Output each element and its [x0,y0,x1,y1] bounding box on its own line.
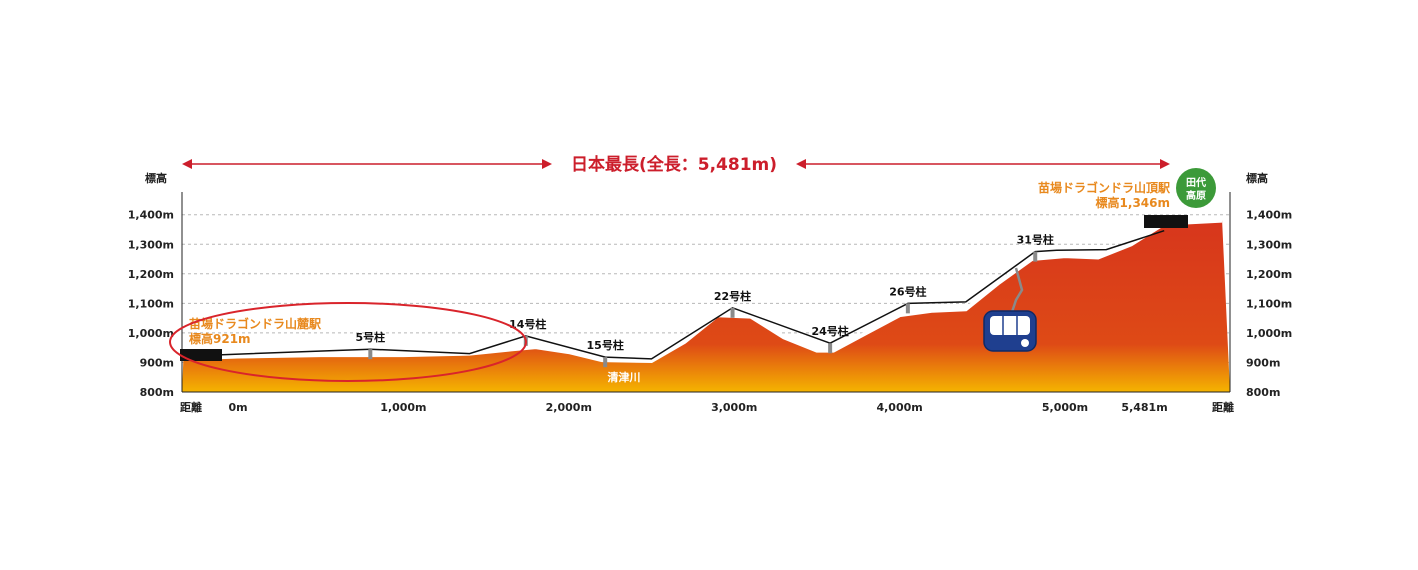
elevation-tick-label-right: 1,300m [1246,238,1292,251]
elevation-tick-label-left: 900m [140,356,174,369]
pylon-marker [905,303,910,314]
elevation-tick-labels: 1,400m 1,400m 1,300m 1,300m 1,200m 1,200m 1,10… [128,209,1293,399]
distance-axis-label-left: 距離 [180,400,202,414]
tashiro-kogen-badge: 田代 高原 [1176,168,1216,208]
pylon-marker [603,357,608,368]
gondola-window [990,316,1030,335]
pylon-marker [730,307,735,318]
gondola-hanger [1010,267,1024,313]
elevation-tick-label-right: 900m [1246,356,1280,369]
pylon-label: 31号柱 [1017,233,1054,247]
distance-tick-label: 3,000m [711,401,757,414]
elevation-tick-label-left: 1,400m [128,209,174,222]
pylon-marker [368,349,373,360]
badge-line-1: 田代 [1186,176,1206,189]
pylon-label: 15号柱 [587,338,624,352]
elevation-tick-label-left: 1,000m [128,327,174,340]
top-station-elevation: 標高1,346m [1096,195,1170,210]
gondola-cabin-illustration [983,267,1037,352]
gondola-logo [1021,339,1029,347]
pylon-label: 14号柱 [509,317,546,331]
distance-axis-label-right: 距離 [1212,400,1234,414]
elevation-tick-label-right: 1,400m [1246,209,1292,222]
elevation-axis-label-left: 標高 [145,171,167,185]
base-station-elevation: 標高921m [189,331,251,346]
elevation-tick-label-right: 1,000m [1246,327,1292,340]
arrowhead-right [1160,159,1170,169]
pylon-marker [828,343,833,354]
elevation-tick-label-left: 1,300m [128,238,174,251]
elevation-tick-label-right: 1,100m [1246,297,1292,310]
arrowhead-mid-left [542,159,552,169]
arrowhead-mid-right [796,159,806,169]
distance-tick-label: 5,000m [1042,401,1088,414]
pylon-label: 24号柱 [811,324,848,338]
river-label: 清津川 [608,370,641,384]
total-length-indicator: 日本最長(全長：5,481m) [182,154,1170,175]
elevation-tick-label-left: 1,100m [128,297,174,310]
pylon-label: 26号柱 [889,284,926,298]
highlight-ring [169,302,527,382]
terrain-edge [183,218,1223,364]
pylon-group: 5号柱 14号柱 15号柱 22号柱 24号柱 26号柱 31号柱 [355,233,1054,368]
base-station-name: 苗場ドラゴンドラ山麓駅 [189,316,322,331]
top-station-block [1144,215,1188,228]
pylon-marker [1033,251,1038,262]
terrain-area [182,220,1230,392]
elevation-tick-label-left: 1,200m [128,268,174,281]
pylon-label: 5号柱 [355,330,385,344]
gondola-cable [183,229,1165,360]
distance-tick-label: 5,481m [1121,401,1167,414]
base-station-block [180,349,222,361]
distance-tick-label: 1,000m [380,401,426,414]
top-station-name: 苗場ドラゴンドラ山頂駅 [1038,180,1171,195]
total-length-title: 日本最長(全長：5,481m) [571,154,777,175]
elevation-axis-label-right: 標高 [1246,171,1268,185]
pylon-label: 22号柱 [714,289,751,303]
elevation-tick-label-right: 1,200m [1246,268,1292,281]
distance-tick-label: 0m [228,401,247,414]
distance-tick-label: 2,000m [546,401,592,414]
elevation-tick-label-right: 800m [1246,386,1280,399]
elevation-tick-label-left: 800m [140,386,174,399]
arrowhead-left [182,159,192,169]
distance-tick-labels: 0m 1,000m 2,000m 3,000m 4,000m 5,000m 5,481m [228,401,1167,414]
badge-line-2: 高原 [1186,189,1206,202]
distance-tick-label: 4,000m [876,401,922,414]
